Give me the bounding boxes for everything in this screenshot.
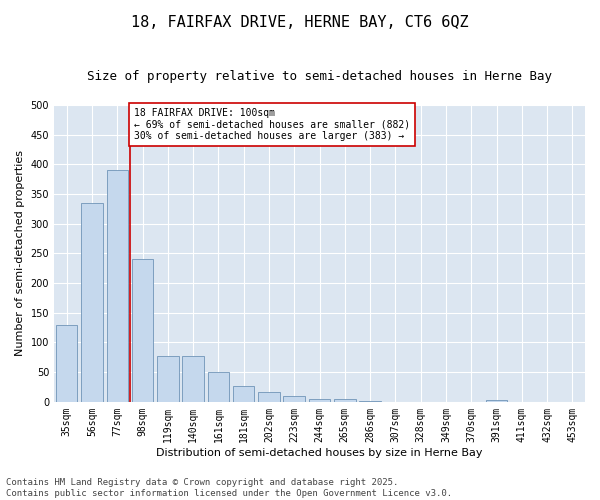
Text: Contains HM Land Registry data © Crown copyright and database right 2025.
Contai: Contains HM Land Registry data © Crown c…	[6, 478, 452, 498]
Y-axis label: Number of semi-detached properties: Number of semi-detached properties	[15, 150, 25, 356]
Bar	[182, 356, 204, 402]
Text: 18, FAIRFAX DRIVE, HERNE BAY, CT6 6QZ: 18, FAIRFAX DRIVE, HERNE BAY, CT6 6QZ	[131, 15, 469, 30]
Bar	[81, 203, 103, 402]
Bar	[309, 399, 330, 402]
Bar	[208, 372, 229, 402]
Text: 18 FAIRFAX DRIVE: 100sqm
← 69% of semi-detached houses are smaller (882)
30% of : 18 FAIRFAX DRIVE: 100sqm ← 69% of semi-d…	[134, 108, 410, 141]
Bar	[334, 399, 356, 402]
Bar	[132, 260, 153, 402]
Bar	[359, 400, 381, 402]
Bar	[258, 392, 280, 402]
Bar	[283, 396, 305, 402]
Bar	[233, 386, 254, 402]
Title: Size of property relative to semi-detached houses in Herne Bay: Size of property relative to semi-detach…	[87, 70, 552, 83]
Bar	[157, 356, 179, 402]
Bar	[107, 170, 128, 402]
X-axis label: Distribution of semi-detached houses by size in Herne Bay: Distribution of semi-detached houses by …	[156, 448, 483, 458]
Bar	[486, 400, 507, 402]
Bar	[56, 324, 77, 402]
